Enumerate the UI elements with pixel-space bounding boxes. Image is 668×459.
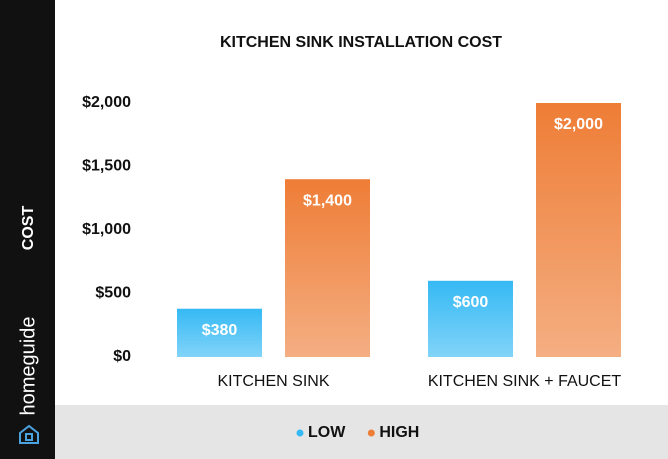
y-tick-label: $1,500 [82,158,131,175]
x-tick-label: KITCHEN SINK [217,373,329,390]
y-tick-label: $500 [95,285,131,302]
value-label: $1,400 [303,192,352,209]
legend-marker [367,429,375,437]
value-label: $600 [453,294,489,311]
bar [177,308,262,357]
brand-icon [19,424,39,444]
legend-marker [296,429,304,437]
y-axis-label: COST [20,206,37,251]
brand: homeguide [17,317,39,416]
chart-title: KITCHEN SINK INSTALLATION COST [220,34,502,51]
bar [285,179,370,357]
y-tick-label: $2,000 [82,94,131,111]
bar [428,280,513,357]
value-label: $380 [202,322,238,339]
bar [536,103,621,357]
legend-label: HIGH [379,424,419,441]
y-tick-label: $0 [113,348,131,365]
y-tick-label: $1,000 [82,221,131,238]
legend-band [0,405,668,459]
x-tick-label: KITCHEN SINK + FAUCET [428,373,622,390]
legend-label: LOW [308,424,346,441]
value-label: $2,000 [554,116,603,133]
sidebar [0,0,55,459]
